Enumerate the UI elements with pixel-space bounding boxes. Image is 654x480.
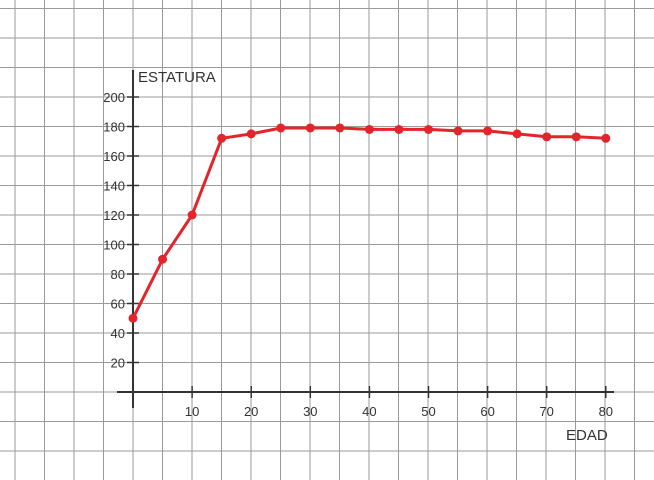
y-tick-label: 180: [103, 120, 125, 135]
x-axis-label: EDAD: [566, 427, 608, 444]
y-tick-label: 100: [103, 238, 125, 253]
x-tick-label: 20: [244, 404, 258, 419]
x-tick-label: 60: [480, 404, 494, 419]
data-point: [394, 124, 404, 134]
data-point: [305, 123, 315, 133]
tick-labels: 20 40 60 80 100 120 140 160 180 200 10 20 30 40 50 60 70…: [103, 90, 613, 419]
x-tick-label: 80: [599, 404, 613, 419]
data-point: [483, 126, 493, 136]
data-point: [128, 313, 138, 323]
x-tick-label: 40: [362, 404, 376, 419]
x-tick-label: 70: [539, 404, 553, 419]
data-point: [158, 254, 168, 264]
y-tick-label: 80: [111, 267, 125, 282]
data-point: [542, 132, 552, 142]
data-point: [187, 210, 197, 220]
x-tick-label: 30: [303, 404, 317, 419]
data-point: [601, 133, 611, 143]
data-point: [246, 129, 256, 139]
y-tick-label: 20: [111, 356, 125, 371]
y-tick-label: 160: [103, 149, 125, 164]
x-tick-label: 50: [421, 404, 435, 419]
data-point: [424, 124, 433, 134]
data-point: [217, 133, 227, 143]
y-tick-label: 40: [111, 326, 125, 341]
data-point: [335, 123, 345, 133]
data-point: [276, 123, 286, 133]
y-tick-label: 140: [103, 179, 125, 194]
data-point: [571, 132, 581, 142]
series-group: [128, 123, 611, 323]
x-tick-label: 10: [185, 404, 199, 419]
data-point: [453, 126, 463, 136]
y-tick-label: 200: [103, 90, 125, 105]
data-point: [364, 124, 374, 134]
y-tick-label: 120: [103, 208, 125, 223]
y-axis-label: ESTATURA: [138, 69, 216, 86]
y-tick-label: 60: [111, 297, 125, 312]
data-point: [512, 129, 522, 139]
